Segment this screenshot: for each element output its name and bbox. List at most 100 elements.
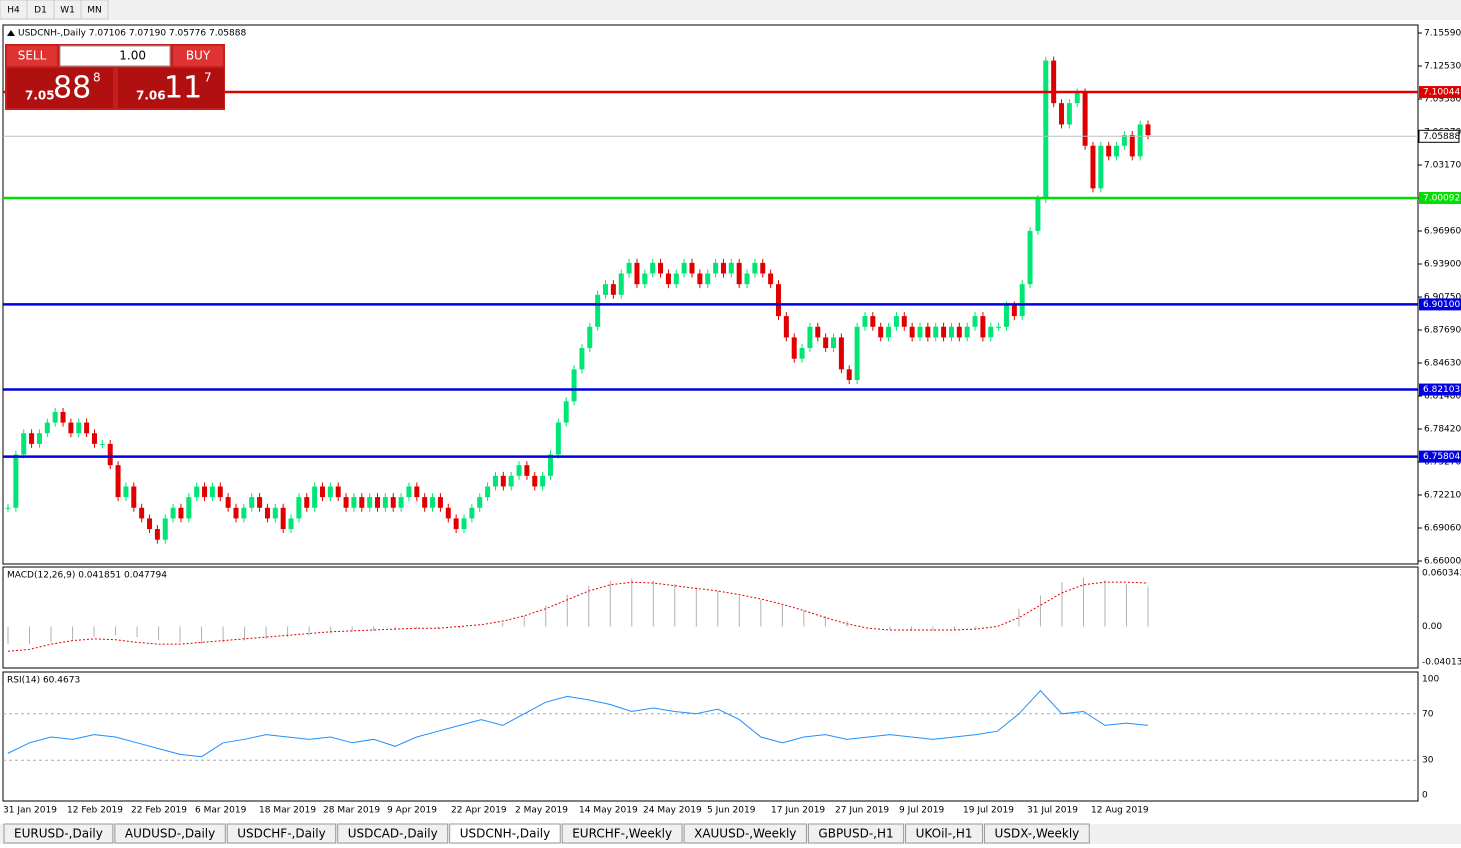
- current-price-label: 7.05888: [1423, 132, 1460, 142]
- candle: [29, 433, 35, 444]
- candle: [807, 326, 813, 349]
- price-big[interactable]: 7.05: [25, 89, 55, 103]
- candle: [752, 262, 758, 274]
- candle: [1011, 305, 1017, 317]
- price-label: 6.78420: [1424, 425, 1461, 435]
- date-label: 27 Jun 2019: [835, 806, 889, 816]
- tab-frame[interactable]: [807, 823, 905, 844]
- candle: [988, 326, 994, 338]
- tab-frame[interactable]: [337, 823, 449, 844]
- sell-button[interactable]: [7, 46, 57, 66]
- candle: [610, 284, 616, 295]
- timeframe-label[interactable]: D1: [34, 6, 47, 16]
- candle: [713, 262, 719, 274]
- candle: [603, 284, 609, 295]
- tab-frame[interactable]: [683, 823, 807, 844]
- candle: [1043, 60, 1049, 199]
- candle: [838, 337, 844, 370]
- symbol-tab[interactable]: USDX-,Weekly: [995, 827, 1080, 841]
- candle: [437, 497, 443, 508]
- macd-panel: [2, 566, 1419, 669]
- symbol-tab[interactable]: GBPUSD-,H1: [818, 827, 893, 841]
- level-label: 7.10044: [1423, 88, 1460, 98]
- tab-frame[interactable]: [984, 823, 1090, 844]
- tab-frame[interactable]: [905, 823, 984, 844]
- candle: [886, 326, 892, 338]
- candle: [532, 475, 538, 487]
- symbol-tab[interactable]: XAUUSD-,Weekly: [694, 827, 796, 841]
- tab-frame[interactable]: [114, 823, 226, 844]
- candle: [1137, 124, 1143, 157]
- sell-price-box[interactable]: [7, 68, 113, 108]
- candle: [477, 497, 483, 508]
- symbol-tab[interactable]: UKOil-,H1: [916, 827, 973, 841]
- lot-value[interactable]: 1.00: [119, 49, 146, 63]
- candle: [500, 475, 506, 487]
- tab-frame[interactable]: [226, 823, 337, 844]
- candle: [508, 475, 514, 487]
- candle: [398, 497, 404, 508]
- tab-frame[interactable]: [561, 823, 683, 844]
- symbol-tab[interactable]: USDCNH-,Daily: [460, 827, 551, 841]
- lot-input[interactable]: [59, 45, 171, 67]
- price-label: 6.87690: [1424, 326, 1461, 336]
- price-pips[interactable]: 88: [53, 71, 91, 106]
- candle: [783, 316, 789, 338]
- price-big[interactable]: 7.06: [136, 89, 166, 103]
- candle: [799, 348, 805, 359]
- symbol-tab[interactable]: AUDUSD-,Daily: [125, 827, 215, 841]
- candle: [673, 273, 679, 285]
- price-fraction[interactable]: 7: [204, 71, 212, 85]
- candle: [563, 401, 569, 423]
- buy-price-box[interactable]: [118, 68, 224, 108]
- candle: [304, 497, 310, 508]
- buy-label[interactable]: BUY: [186, 49, 211, 63]
- symbol-tab[interactable]: USDCHF-,Daily: [237, 827, 325, 841]
- timeframe-label[interactable]: W1: [60, 6, 75, 16]
- candle: [170, 507, 176, 519]
- price-fraction[interactable]: 8: [93, 71, 101, 85]
- candle: [1106, 145, 1112, 157]
- candle: [909, 326, 915, 338]
- candle: [406, 486, 412, 498]
- candle: [791, 337, 797, 359]
- candle: [115, 465, 121, 498]
- date-label: 2 May 2019: [515, 806, 568, 816]
- rsi-axis-label: 30: [1422, 756, 1434, 766]
- timeframe-button[interactable]: [80, 0, 109, 20]
- candle: [587, 326, 593, 349]
- candle: [1059, 103, 1065, 125]
- timeframe-label[interactable]: MN: [87, 6, 102, 16]
- candle: [823, 337, 829, 349]
- candle: [1051, 60, 1057, 104]
- symbol-tab[interactable]: EURCHF-,Weekly: [572, 827, 672, 841]
- date-label: 24 May 2019: [643, 806, 702, 816]
- candle: [941, 326, 947, 338]
- tab-frame[interactable]: [3, 823, 114, 844]
- candle: [36, 433, 42, 444]
- price-pips[interactable]: 11: [164, 71, 202, 106]
- candle: [870, 316, 876, 327]
- buy-button[interactable]: [173, 46, 223, 66]
- tab-bar: [0, 824, 1461, 844]
- tab-frame[interactable]: [449, 823, 561, 844]
- price-label: 6.84630: [1424, 359, 1461, 369]
- candle: [1082, 92, 1088, 146]
- level-box: [1419, 298, 1461, 311]
- timeframe-label[interactable]: H4: [7, 6, 20, 16]
- candle: [469, 507, 475, 519]
- date-label: 22 Feb 2019: [131, 806, 187, 816]
- candle: [658, 262, 664, 274]
- date-label: 19 Jul 2019: [963, 806, 1014, 816]
- symbol-tab[interactable]: EURUSD-,Daily: [14, 827, 103, 841]
- sell-label[interactable]: SELL: [18, 49, 47, 63]
- macd-axis-label: -0.040136: [1422, 658, 1461, 668]
- candle: [1121, 135, 1127, 146]
- candle: [831, 337, 837, 349]
- candle: [217, 486, 223, 498]
- candle: [1090, 145, 1096, 189]
- symbol-tab[interactable]: USDCAD-,Daily: [348, 827, 438, 841]
- candle: [68, 422, 74, 434]
